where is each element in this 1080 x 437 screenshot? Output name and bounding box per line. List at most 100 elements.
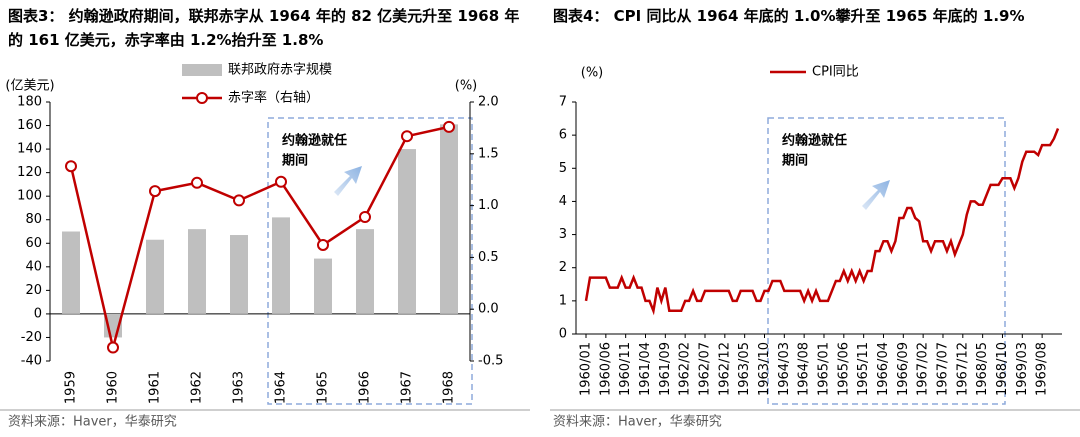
marker bbox=[359, 210, 371, 223]
line bbox=[584, 128, 1060, 316]
marker bbox=[317, 238, 329, 251]
x-tick-label: 1960/01 bbox=[579, 342, 594, 396]
x-tick-label: 1963/05 bbox=[737, 342, 752, 396]
y-tick-label: 80 bbox=[25, 212, 42, 227]
x-tick-label: 1961/04 bbox=[638, 342, 653, 396]
x-tick-label: 1965/11 bbox=[856, 342, 871, 396]
arrow bbox=[334, 166, 362, 196]
annotation: 约翰逊就任 bbox=[282, 133, 347, 149]
x-tick-label: 1968/05 bbox=[975, 342, 990, 396]
x-tick-label: 1969/08 bbox=[1035, 342, 1050, 396]
x-tick-label: 1969/03 bbox=[1015, 342, 1030, 396]
legend-label: 赤字率（右轴） bbox=[228, 90, 319, 106]
x-tick-label: 1967/07 bbox=[935, 342, 950, 396]
x-tick-label: 1962/07 bbox=[697, 342, 712, 396]
x-tick-label: 1961 bbox=[148, 371, 163, 404]
x-tick-label: 1960/06 bbox=[598, 342, 613, 396]
legend-label: CPI同比 bbox=[812, 65, 859, 80]
marker bbox=[65, 160, 77, 173]
x-tick-label: 1965/01 bbox=[816, 342, 831, 396]
x-tick-label: 1967 bbox=[400, 371, 415, 404]
source: 资料来源：Haver，华泰研究 bbox=[8, 415, 177, 430]
bar bbox=[188, 229, 206, 314]
y2-tick-label: -0.5 bbox=[478, 354, 503, 369]
arrow bbox=[862, 180, 890, 210]
x-tick-label: 1966/09 bbox=[896, 342, 911, 396]
marker bbox=[149, 185, 161, 198]
bar bbox=[314, 258, 332, 314]
x-tick-label: 1964/08 bbox=[797, 342, 812, 396]
y-tick-label: 5 bbox=[559, 161, 567, 176]
y-tick-label: 120 bbox=[17, 165, 42, 180]
source: 资料来源：Haver，华泰研究 bbox=[553, 415, 722, 430]
y-tick-label: 40 bbox=[25, 259, 42, 274]
x-tick-label: 1962 bbox=[190, 371, 205, 404]
x-tick-label: 1959 bbox=[64, 371, 79, 404]
x-tick-label: 1967/02 bbox=[916, 342, 931, 396]
legend-swatch bbox=[196, 92, 208, 104]
x-tick-label: 1967/12 bbox=[955, 342, 970, 396]
annotation: 期间 bbox=[282, 153, 308, 169]
bar bbox=[272, 217, 290, 314]
marker bbox=[107, 341, 119, 354]
y-tick-label: 100 bbox=[17, 189, 42, 204]
y2-tick-label: 1.5 bbox=[478, 146, 499, 161]
y-axis-label: (亿美元) bbox=[5, 79, 54, 94]
bar bbox=[356, 229, 374, 314]
x-tick-label: 1966 bbox=[358, 371, 373, 404]
y-tick-label: 20 bbox=[25, 283, 42, 298]
x-tick-label: 1962/02 bbox=[678, 342, 693, 396]
x-tick-label: 1965/06 bbox=[836, 342, 851, 396]
y-tick-label: 7 bbox=[559, 95, 567, 110]
x-tick-label: 1963 bbox=[232, 371, 247, 404]
x-tick-label: 1961/09 bbox=[658, 342, 673, 396]
x-tick-label: 1965 bbox=[316, 371, 331, 404]
marker bbox=[401, 130, 413, 143]
chart-title: 图表4： CPI 同比从 1964 年底的 1.0%攀升至 1965 年底的 1… bbox=[553, 7, 1025, 25]
y-tick-label: 3 bbox=[559, 227, 567, 242]
y2-tick-label: 0.0 bbox=[478, 302, 499, 317]
x-tick-label: 1963/10 bbox=[757, 342, 772, 396]
x-tick-label: 1960 bbox=[106, 371, 121, 404]
y2-tick-label: 1.0 bbox=[478, 198, 499, 213]
y-tick-label: 140 bbox=[17, 142, 42, 157]
marker bbox=[275, 175, 287, 188]
y2-axis-label: (%) bbox=[455, 79, 478, 94]
y-tick-label: -40 bbox=[21, 354, 42, 369]
annotation: 期间 bbox=[782, 153, 808, 169]
period-box bbox=[767, 117, 1006, 405]
x-tick-label: 1960/11 bbox=[618, 342, 633, 396]
x-tick-label: 1968/10 bbox=[995, 342, 1010, 396]
y-tick-label: 6 bbox=[559, 128, 567, 143]
y-tick-label: 60 bbox=[25, 236, 42, 251]
bar bbox=[398, 149, 416, 314]
marker bbox=[443, 120, 455, 133]
x-tick-label: 1964 bbox=[274, 371, 289, 404]
bar bbox=[62, 231, 80, 314]
marker bbox=[233, 194, 245, 207]
annotation: 约翰逊就任 bbox=[782, 133, 847, 149]
period-box bbox=[267, 117, 473, 405]
y-axis-label: (%) bbox=[581, 66, 604, 81]
x-tick-label: 1964/03 bbox=[777, 342, 792, 396]
legend-label: 联邦政府赤字规模 bbox=[228, 63, 332, 78]
y-tick-label: 160 bbox=[17, 118, 42, 133]
y-tick-label: 1 bbox=[559, 293, 567, 308]
y-tick-label: 180 bbox=[17, 95, 42, 110]
x-tick-label: 1968 bbox=[442, 371, 457, 404]
x-tick-label: 1966/04 bbox=[876, 342, 891, 396]
marker bbox=[191, 176, 203, 189]
legend-swatch bbox=[182, 64, 222, 76]
bar bbox=[230, 235, 248, 314]
chart-title: 图表3： 约翰逊政府期间，联邦赤字从 1964 年的 82 亿美元升至 1968… bbox=[8, 7, 520, 49]
bar bbox=[146, 239, 164, 314]
line bbox=[69, 125, 450, 348]
y-tick-label: 4 bbox=[559, 194, 567, 209]
y-tick-label: 0 bbox=[559, 327, 567, 342]
x-tick-label: 1962/12 bbox=[717, 342, 732, 396]
y2-tick-label: 0.5 bbox=[478, 250, 499, 265]
y-tick-label: 2 bbox=[559, 260, 567, 275]
y-tick-label: -20 bbox=[21, 330, 42, 345]
